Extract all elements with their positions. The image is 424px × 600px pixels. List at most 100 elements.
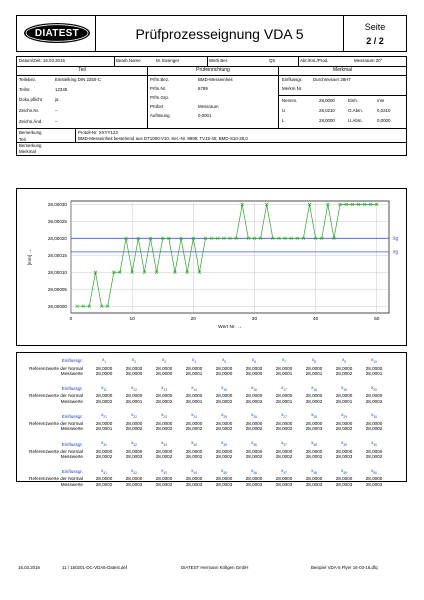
- merkmal-uabm-label: U.Abm.: [348, 118, 363, 123]
- footer-doc: Beispiel VDA-5 Flyer 16-03-16.dfq: [311, 565, 378, 570]
- value-index: x20: [371, 384, 377, 392]
- teil-label-2: Doku.pflicht: [19, 97, 42, 102]
- value-index: x41: [101, 467, 107, 475]
- pruef-value-0: BMD-Messeinheit: [198, 77, 233, 82]
- bemerkung-label: Bemerkung: [19, 130, 42, 135]
- reference-value: 28,0000: [275, 365, 293, 371]
- spacer-cell: [19, 377, 389, 385]
- data-point: [338, 202, 342, 207]
- reference-value: 28,0000: [275, 448, 293, 454]
- measurement-label: Messwerte: [60, 398, 83, 404]
- value-index: x1: [101, 357, 107, 364]
- x-tick-label: 30: [252, 316, 258, 322]
- teil-value-4: --: [55, 119, 58, 124]
- data-point: [313, 236, 318, 241]
- reference-value: 28,0000: [185, 476, 203, 482]
- measurement-value: 28,0002: [185, 454, 203, 460]
- measurement-value: 28,0002: [215, 454, 233, 460]
- reference-label: Referenzwerte der Normal: [29, 365, 83, 371]
- data-point: [81, 304, 85, 308]
- value-index: x37: [281, 440, 287, 447]
- reference-value: 28,0000: [125, 365, 143, 371]
- abt-value: Messraum 20°: [354, 58, 383, 63]
- page-number: 2 / 2: [366, 36, 384, 46]
- merkmal-u-value: 28,0210: [319, 108, 335, 113]
- reference-row: Referenzwerte der Normal 28,0000 28,0000 28…: [19, 366, 389, 372]
- data-point: [167, 236, 171, 241]
- reference-value: 28,0000: [245, 420, 263, 426]
- reference-value: 28,0000: [215, 476, 233, 482]
- value-index: x2: [131, 357, 137, 364]
- x-tick-label: 20: [191, 316, 197, 322]
- logo-emblem: [24, 23, 90, 43]
- value-index: x47: [281, 467, 287, 475]
- measurement-value: 28,0002: [245, 398, 263, 404]
- measurement-value: 28,0002: [245, 454, 263, 460]
- y-tick-label: 28,00010: [48, 270, 68, 275]
- reference-label: Referenzwerte der Normal: [29, 448, 83, 454]
- data-point: [277, 236, 281, 241]
- reference-value: 28,0000: [95, 448, 113, 454]
- measurement-value: 28,0002: [275, 454, 293, 460]
- pruef-label-1: Prfm.Nr.: [150, 86, 167, 91]
- value-index: x43: [161, 467, 167, 475]
- reference-row: Referenzwerte der Normal 28,0000 28,0000 28…: [19, 476, 389, 482]
- data-point: [179, 236, 183, 241]
- spacer-cell: [19, 404, 389, 412]
- value-index: x13: [161, 384, 167, 392]
- value-index: x44: [191, 467, 197, 475]
- reference-value: 28,0000: [185, 365, 203, 371]
- measurement-value: 28,0002: [95, 398, 113, 404]
- teil-value-3: --: [55, 108, 58, 113]
- data-point: [258, 236, 263, 241]
- pruef-label-3: Prüfort: [150, 104, 164, 109]
- block-spacer: [19, 460, 389, 468]
- header: DIATEST Prüfprozesseignung VDA 5 Seite 2…: [16, 15, 407, 52]
- value-index: x45: [221, 467, 227, 475]
- bemerkung-teil-label: Teil: [19, 137, 26, 142]
- merkmal-oabm-label: O.Abm.: [348, 108, 363, 113]
- run-chart: 28,00000 28,00005 28,00010 28,00015 28,00020…: [27, 200, 399, 330]
- data-point: [173, 270, 177, 274]
- measurement-value: 28,0002: [215, 426, 233, 432]
- value-index: x35: [221, 440, 227, 447]
- reference-value: 28,0000: [215, 365, 233, 371]
- value-index: x26: [251, 412, 257, 420]
- measurement-value: 28,0001: [275, 371, 293, 377]
- page-title: Prüfprozesseignung VDA 5: [135, 26, 304, 42]
- data-point: [191, 236, 196, 241]
- value-index: x34: [191, 440, 197, 447]
- value-index: x46: [251, 467, 257, 475]
- measurement-row: Messwerte 28,0002 28,0003 28,0002 28,0003 28,…: [19, 482, 389, 488]
- value-index: x32: [131, 440, 137, 447]
- measurement-value: 28,0002: [155, 398, 173, 404]
- reference-line-label: x̄g: [393, 236, 399, 242]
- teil-label-1: Teilnr.: [19, 87, 31, 92]
- bearb-value: M. Essinger: [156, 58, 180, 63]
- data-point: [289, 236, 293, 241]
- data-point: [326, 202, 330, 207]
- data-point: [295, 236, 299, 241]
- merkmal-nennm-value: 28,0000: [319, 98, 335, 103]
- reference-value: 28,0000: [305, 476, 323, 482]
- footer-date: 16.03.2016: [18, 565, 40, 570]
- measurement-label: Messwerte: [60, 371, 83, 377]
- pruef-label-0: Prfm.Bez.: [150, 77, 170, 82]
- value-index: x30: [371, 412, 377, 420]
- values-table: Einflussgr. x1 x2 x3 x4 x5 x6 x7 x8 x9 x10 Referenz…: [19, 357, 389, 487]
- value-index: x36: [251, 440, 257, 447]
- measurement-row: Messwerte 28,0002 28,0003 28,0002 28,0002 28,…: [19, 454, 389, 460]
- value-index: x38: [311, 440, 317, 447]
- data-point: [185, 270, 189, 274]
- value-index: x24: [191, 412, 197, 420]
- data-point: [228, 236, 232, 241]
- reference-value: 28,0000: [275, 393, 293, 399]
- data-point: [93, 270, 98, 274]
- reference-value: 28,0000: [275, 476, 293, 482]
- info-block: Datum/Zeit: 16.03.2016 Bearb.Name M. Ess…: [16, 56, 407, 156]
- block-spacer: [19, 404, 389, 412]
- bemerkung-line2: BMD-Messeinheit bestehend aus DT1000-V10…: [78, 136, 248, 141]
- bemerkung-merkmal-title: Bemerkung: [19, 143, 42, 148]
- measurement-value: 28,0001: [125, 398, 143, 404]
- reference-value: 28,0000: [155, 476, 173, 482]
